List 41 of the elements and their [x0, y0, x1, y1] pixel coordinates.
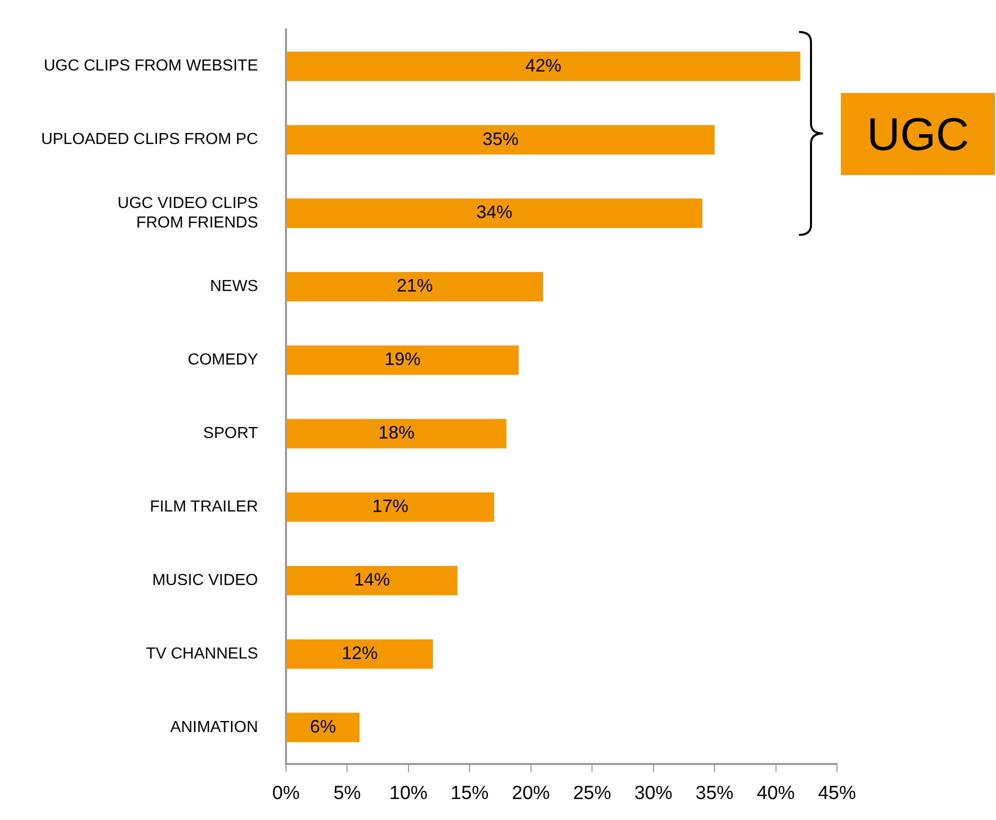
data-label: 21%: [396, 276, 433, 296]
data-label: 18%: [378, 422, 414, 443]
y-tick-label: UGC CLIPS FROM WEBSITE: [44, 58, 258, 75]
bar: [286, 52, 800, 82]
bar: [286, 272, 544, 302]
y-tick-label: TV CHANNELS: [146, 645, 258, 662]
bar: [286, 418, 506, 448]
data-label: 19%: [384, 349, 421, 370]
y-tick-label: MUSIC VIDEO: [152, 572, 258, 589]
bar: [286, 639, 433, 669]
bar: [286, 198, 702, 228]
data-label: 14%: [354, 570, 390, 590]
x-tick-label: 5%: [333, 782, 362, 804]
y-tick-label: UPLOADED CLIPS FROM PC: [41, 131, 258, 148]
y-tick-label: COMEDY: [188, 352, 258, 369]
bar: [286, 712, 360, 742]
bar: [286, 566, 458, 596]
y-tick-label: UGC VIDEO CLIPS FROM FRIENDS: [118, 195, 258, 232]
y-tick-label: NEWS: [210, 278, 258, 296]
x-tick-label: 0%: [272, 782, 300, 804]
y-tick-label: FILM TRAILER: [150, 498, 258, 516]
data-label: 35%: [482, 128, 519, 149]
x-tick-label: 20%: [512, 782, 550, 804]
data-label: 17%: [372, 496, 408, 516]
y-tick-label: SPORT: [203, 425, 258, 442]
bar: [286, 125, 715, 154]
bar: [286, 345, 519, 375]
x-tick-label: 45%: [818, 782, 856, 804]
data-label: 12%: [342, 642, 378, 663]
x-tick-label: 30%: [634, 782, 672, 804]
x-tick-label: 35%: [696, 782, 734, 804]
x-tick-label: 40%: [756, 782, 795, 804]
x-tick-label: 15%: [450, 782, 489, 804]
y-tick-label: ANIMATION: [170, 718, 258, 736]
x-tick-label: 10%: [389, 782, 428, 804]
data-label: 6%: [310, 716, 336, 736]
bar: [286, 492, 494, 522]
data-label: 34%: [476, 202, 512, 222]
text: UGC: [841, 92, 995, 175]
data-label: 42%: [525, 55, 562, 76]
x-tick-label: 25%: [573, 782, 612, 804]
